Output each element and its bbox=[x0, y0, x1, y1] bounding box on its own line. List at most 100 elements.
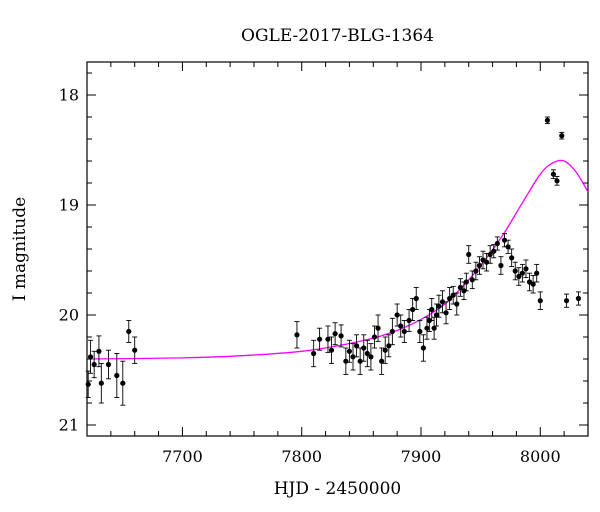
point-marker bbox=[559, 133, 565, 139]
point-marker bbox=[382, 347, 388, 353]
x-axis-label: HJD - 2450000 bbox=[274, 479, 402, 499]
point-marker bbox=[338, 333, 344, 339]
point-marker bbox=[509, 255, 515, 261]
data-point bbox=[328, 336, 335, 364]
point-marker bbox=[417, 328, 423, 335]
y-tick-label: 21 bbox=[59, 416, 79, 435]
point-marker bbox=[429, 306, 435, 313]
point-marker bbox=[343, 358, 349, 364]
data-point bbox=[371, 325, 378, 349]
y-tick-label: 19 bbox=[59, 196, 79, 215]
point-marker bbox=[379, 358, 385, 364]
point-marker bbox=[394, 312, 400, 318]
point-marker bbox=[114, 372, 120, 379]
point-marker bbox=[105, 361, 112, 368]
data-point bbox=[454, 292, 460, 316]
data-point bbox=[447, 287, 453, 310]
point-marker bbox=[413, 295, 419, 302]
point-marker bbox=[476, 262, 483, 269]
data-point bbox=[311, 339, 317, 368]
data-point bbox=[559, 131, 565, 140]
data-point bbox=[498, 256, 504, 275]
point-marker bbox=[96, 348, 102, 354]
data-point bbox=[357, 347, 363, 375]
point-marker bbox=[401, 328, 407, 335]
data-point bbox=[436, 294, 442, 318]
point-marker bbox=[575, 295, 582, 302]
data-point bbox=[433, 303, 440, 327]
point-marker bbox=[410, 306, 416, 313]
point-marker bbox=[439, 299, 446, 305]
data-point bbox=[494, 236, 500, 251]
point-marker bbox=[332, 331, 338, 337]
point-marker bbox=[361, 345, 367, 351]
data-point bbox=[120, 360, 126, 406]
data-point bbox=[126, 320, 132, 343]
point-marker bbox=[436, 303, 442, 309]
data-point bbox=[505, 239, 511, 254]
data-point bbox=[346, 339, 353, 363]
point-marker bbox=[454, 301, 460, 307]
point-marker bbox=[523, 266, 529, 272]
data-point bbox=[353, 334, 360, 358]
data-point bbox=[114, 353, 120, 398]
data-point bbox=[501, 233, 508, 248]
data-point bbox=[364, 339, 370, 368]
data-point bbox=[417, 320, 423, 343]
data-point bbox=[361, 334, 367, 362]
tick-labels: 7700 7800 7900 8000 18 19 20 21 bbox=[59, 86, 561, 467]
data-point bbox=[325, 325, 331, 353]
point-marker bbox=[120, 380, 126, 386]
data-point bbox=[85, 370, 91, 398]
point-marker bbox=[484, 259, 490, 265]
point-marker bbox=[491, 248, 497, 254]
point-marker bbox=[457, 284, 463, 291]
y-tick-label: 20 bbox=[59, 306, 79, 325]
point-marker bbox=[346, 348, 353, 354]
data-points-layer bbox=[85, 116, 582, 406]
data-point bbox=[420, 334, 426, 362]
x-tick-label: 7800 bbox=[281, 447, 322, 466]
point-marker bbox=[364, 350, 370, 357]
data-point bbox=[550, 169, 557, 180]
point-marker bbox=[375, 325, 381, 331]
data-point bbox=[476, 256, 483, 275]
point-marker bbox=[85, 381, 91, 387]
data-point bbox=[386, 334, 392, 358]
data-point bbox=[413, 287, 419, 310]
data-point bbox=[473, 261, 479, 281]
point-marker bbox=[371, 334, 378, 340]
point-marker bbox=[398, 323, 404, 329]
point-marker bbox=[537, 298, 543, 304]
data-point bbox=[98, 362, 104, 404]
point-marker bbox=[550, 171, 557, 177]
point-marker bbox=[443, 310, 449, 316]
data-point bbox=[401, 320, 407, 343]
point-marker bbox=[505, 244, 511, 250]
point-marker bbox=[544, 117, 551, 123]
point-marker bbox=[447, 295, 453, 302]
data-point bbox=[491, 244, 497, 259]
point-marker bbox=[494, 240, 500, 247]
point-marker bbox=[350, 354, 356, 360]
data-point bbox=[463, 272, 469, 292]
point-marker bbox=[516, 273, 522, 280]
point-marker bbox=[317, 336, 323, 342]
data-point bbox=[368, 343, 374, 371]
data-point bbox=[382, 336, 388, 364]
y-tick-label: 18 bbox=[59, 86, 79, 105]
point-marker bbox=[466, 251, 472, 258]
data-point bbox=[466, 245, 472, 264]
data-point bbox=[317, 327, 323, 351]
data-point bbox=[350, 343, 356, 371]
point-marker bbox=[563, 298, 570, 304]
point-marker bbox=[311, 350, 317, 357]
data-point bbox=[512, 261, 518, 281]
point-marker bbox=[87, 354, 94, 360]
data-point bbox=[375, 314, 381, 342]
data-point bbox=[469, 270, 475, 290]
point-marker bbox=[530, 281, 536, 287]
point-marker bbox=[431, 325, 437, 331]
data-point bbox=[554, 175, 560, 186]
